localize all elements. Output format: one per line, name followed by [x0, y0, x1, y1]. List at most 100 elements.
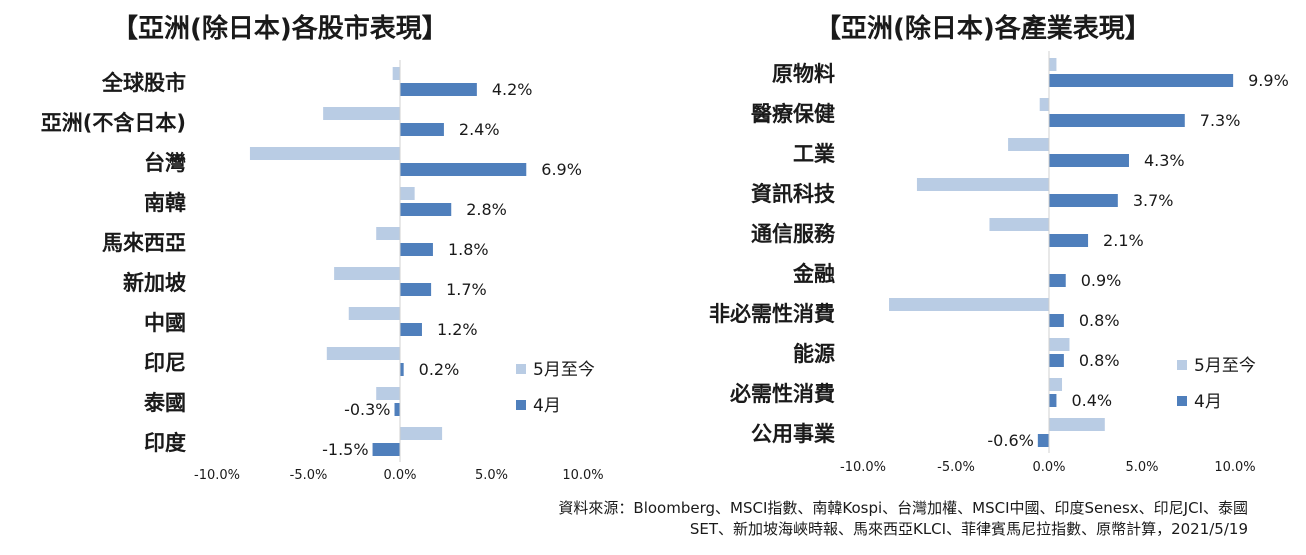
category-label-markets-7: 印尼 [144, 351, 186, 375]
data-label-april-sectors-1: 7.3% [1200, 111, 1241, 130]
bar-may-to-date-sectors-8 [1049, 378, 1063, 391]
bar-may-to-date-sectors-9 [1049, 418, 1105, 431]
bar-april-sectors-9 [1037, 434, 1049, 447]
bar-april-sectors-4 [1049, 234, 1089, 247]
bar-may-to-date-sectors-0 [1049, 58, 1057, 71]
x-tick-label-markets-0: -10.0% [194, 468, 240, 483]
legend-label-sectors-1: 4月 [1194, 392, 1222, 412]
source-note-line-1: 資料來源：Bloomberg、MSCI指數、南韓Kospi、台灣加權、MSCI中… [558, 499, 1248, 517]
bar-may-to-date-markets-6 [348, 307, 400, 320]
category-label-markets-9: 印度 [144, 431, 186, 455]
bar-may-to-date-sectors-2 [1008, 138, 1049, 151]
bar-may-to-date-markets-5 [334, 267, 400, 280]
data-label-april-sectors-9: -0.6% [987, 431, 1033, 450]
category-label-markets-6: 中國 [144, 311, 186, 335]
chart-title-markets: 【亞洲(除日本)各股市表現】 [112, 14, 448, 44]
category-label-sectors-2: 工業 [793, 142, 836, 166]
data-label-april-sectors-0: 9.9% [1248, 71, 1289, 90]
data-label-april-sectors-3: 3.7% [1133, 191, 1174, 210]
x-tick-label-markets-4: 10.0% [562, 468, 603, 483]
category-label-markets-4: 馬來西亞 [102, 231, 186, 255]
chart-title-sectors: 【亞洲(除日本)各產業表現】 [815, 14, 1151, 44]
x-tick-label-markets-1: -5.0% [290, 468, 328, 483]
data-label-april-markets-5: 1.7% [446, 280, 487, 299]
bar-may-to-date-sectors-4 [989, 218, 1049, 231]
bar-april-sectors-7 [1049, 354, 1064, 367]
x-tick-label-sectors-0: -10.0% [840, 460, 886, 475]
bar-april-markets-1 [400, 123, 444, 136]
data-label-april-markets-4: 1.8% [448, 240, 489, 259]
category-label-markets-0: 全球股市 [101, 71, 186, 95]
bar-may-to-date-markets-7 [326, 347, 400, 360]
data-label-april-markets-1: 2.4% [459, 120, 500, 139]
bar-april-markets-9 [372, 443, 400, 456]
bar-april-markets-8 [394, 403, 400, 416]
bar-april-markets-3 [400, 203, 452, 216]
data-label-april-sectors-6: 0.8% [1079, 311, 1120, 330]
bar-may-to-date-sectors-6 [889, 298, 1049, 311]
bar-may-to-date-sectors-1 [1039, 98, 1049, 111]
data-label-april-markets-3: 2.8% [466, 200, 507, 219]
category-label-markets-3: 南韓 [144, 191, 186, 215]
data-label-april-sectors-8: 0.4% [1071, 391, 1112, 410]
legend-swatch-markets-0 [516, 364, 526, 374]
bar-april-sectors-0 [1049, 74, 1234, 87]
bar-may-to-date-markets-2 [249, 147, 400, 160]
bar-april-sectors-6 [1049, 314, 1064, 327]
bar-april-sectors-5 [1049, 274, 1066, 287]
legend-swatch-sectors-1 [1177, 396, 1187, 406]
data-label-april-sectors-2: 4.3% [1144, 151, 1185, 170]
bar-april-markets-7 [400, 363, 404, 376]
data-label-april-sectors-4: 2.1% [1103, 231, 1144, 250]
data-label-april-markets-0: 4.2% [492, 80, 533, 99]
bar-may-to-date-markets-3 [400, 187, 415, 200]
category-label-sectors-1: 醫療保健 [751, 102, 835, 126]
data-label-april-markets-7: 0.2% [419, 360, 460, 379]
category-label-sectors-7: 能源 [793, 342, 835, 366]
category-label-markets-2: 台灣 [144, 151, 186, 175]
category-label-markets-5: 新加坡 [123, 271, 186, 295]
legend-label-markets-0: 5月至今 [533, 360, 595, 380]
x-tick-label-markets-3: 5.0% [475, 468, 508, 483]
x-tick-label-sectors-3: 5.0% [1125, 460, 1158, 475]
bar-april-markets-4 [400, 243, 433, 256]
category-label-sectors-0: 原物料 [772, 62, 835, 86]
bar-april-sectors-3 [1049, 194, 1118, 207]
legend-swatch-markets-1 [516, 400, 526, 410]
category-label-sectors-4: 通信服務 [751, 222, 836, 246]
data-label-april-markets-2: 6.9% [541, 160, 582, 179]
bar-may-to-date-markets-8 [376, 387, 400, 400]
data-label-april-markets-9: -1.5% [322, 440, 368, 459]
bar-may-to-date-sectors-3 [916, 178, 1049, 191]
bar-april-sectors-2 [1049, 154, 1129, 167]
category-label-sectors-6: 非必需性消費 [709, 302, 835, 326]
bar-may-to-date-markets-0 [392, 67, 400, 80]
data-label-april-markets-6: 1.2% [437, 320, 478, 339]
data-label-april-sectors-5: 0.9% [1081, 271, 1122, 290]
bar-may-to-date-markets-1 [323, 107, 400, 120]
bar-april-sectors-8 [1049, 394, 1057, 407]
bar-april-markets-2 [400, 163, 527, 176]
legend-label-markets-1: 4月 [533, 396, 561, 416]
bar-may-to-date-markets-4 [376, 227, 400, 240]
bar-april-sectors-1 [1049, 114, 1185, 127]
source-note-line-2: SET、新加坡海峽時報、馬來西亞KLCI、菲律賓馬尼拉指數、原幣計算，2021/… [689, 520, 1248, 538]
bar-may-to-date-sectors-7 [1049, 338, 1070, 351]
x-tick-label-sectors-4: 10.0% [1214, 460, 1255, 475]
bar-april-markets-5 [400, 283, 432, 296]
x-tick-label-sectors-2: 0.0% [1032, 460, 1065, 475]
bar-april-markets-0 [400, 83, 477, 96]
legend-swatch-sectors-0 [1177, 360, 1187, 370]
legend-label-sectors-0: 5月至今 [1194, 356, 1256, 376]
x-tick-label-sectors-1: -5.0% [937, 460, 975, 475]
data-label-april-markets-8: -0.3% [344, 400, 390, 419]
category-label-sectors-8: 必需性消費 [730, 382, 835, 406]
category-label-markets-1: 亞洲(不含日本) [41, 111, 186, 135]
category-label-markets-8: 泰國 [143, 391, 186, 415]
category-label-sectors-3: 資訊科技 [751, 182, 836, 206]
bar-april-markets-6 [400, 323, 422, 336]
x-tick-label-markets-2: 0.0% [383, 468, 416, 483]
bar-may-to-date-markets-9 [400, 427, 443, 440]
data-label-april-sectors-7: 0.8% [1079, 351, 1120, 370]
